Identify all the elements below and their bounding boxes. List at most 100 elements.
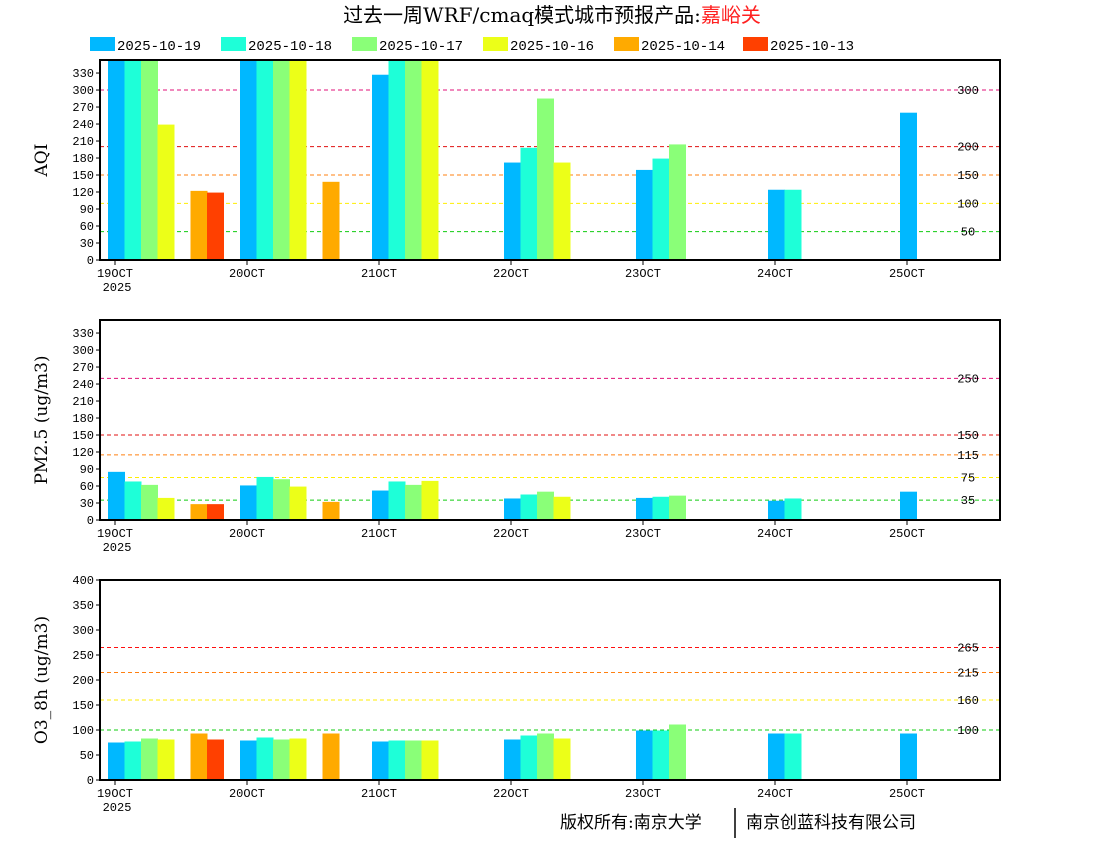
year-label: 2025 (103, 541, 132, 555)
bar (289, 486, 307, 520)
bar (768, 500, 785, 520)
bar (520, 494, 538, 520)
legend-label: 2025-10-14 (641, 39, 725, 55)
bar (141, 484, 158, 520)
x-tick-label: 22OCT (493, 787, 529, 801)
bar (537, 491, 554, 520)
bar (652, 496, 670, 520)
y-tick-label: 400 (72, 574, 94, 588)
bar (256, 60, 274, 260)
y-axis-label: AQI (32, 144, 52, 178)
y-tick-label: 120 (72, 186, 94, 200)
legend-label: 2025-10-19 (117, 39, 201, 55)
reference-label: 35 (961, 494, 975, 508)
panel-1: 250 150 115 75 35 0 30 60 90 120 150 180 210 240 270 30… (32, 319, 1001, 555)
y-tick-label: 30 (80, 237, 94, 251)
reference-label: 150 (957, 429, 979, 443)
bar (207, 739, 224, 780)
y-tick-label: 60 (80, 220, 94, 234)
bar (240, 60, 257, 260)
y-tick-label: 240 (72, 118, 94, 132)
x-tick-label: 20OCT (229, 787, 265, 801)
y-tick-label: 240 (72, 378, 94, 392)
y-tick-label: 90 (80, 203, 94, 217)
bar (388, 740, 406, 780)
bar (372, 741, 389, 780)
y-tick-label: 180 (72, 152, 94, 166)
y-tick-label: 300 (72, 84, 94, 98)
bar (190, 190, 208, 260)
title-text: 过去一周WRF/cmaq模式城市预报产品: (343, 3, 701, 27)
reference-label: 215 (957, 667, 979, 681)
bar (124, 741, 142, 780)
bar (520, 735, 538, 780)
bar (190, 733, 208, 780)
y-tick-label: 330 (72, 327, 94, 341)
reference-label: 100 (957, 197, 979, 211)
bar (207, 504, 224, 520)
bar (108, 742, 125, 780)
x-tick-label: 20OCT (229, 527, 265, 541)
y-tick-label: 250 (72, 649, 94, 663)
x-tick-label: 22OCT (493, 527, 529, 541)
y-tick-label: 100 (72, 724, 94, 738)
bar (504, 739, 521, 780)
bar (504, 162, 521, 260)
x-tick-label: 24OCT (757, 267, 793, 281)
bar (636, 497, 653, 520)
y-tick-label: 0 (87, 774, 94, 788)
plot-frame (99, 319, 1001, 521)
x-tick-label: 22OCT (493, 267, 529, 281)
bar (256, 737, 274, 780)
legend-label: 2025-10-13 (770, 39, 854, 55)
bar (190, 504, 208, 520)
legend-label: 2025-10-18 (248, 39, 332, 55)
bar (784, 189, 802, 260)
y-tick-label: 150 (72, 169, 94, 183)
y-tick-label: 350 (72, 599, 94, 613)
x-tick-label: 25OCT (889, 787, 925, 801)
bar (768, 733, 785, 780)
legend: 2025-10-19 2025-10-18 2025-10-17 2025-10-16… (90, 37, 854, 55)
bar (669, 724, 686, 780)
bar (240, 740, 257, 780)
panel-0: 300 200 150 100 50 0 30 60 90 120 150 180 210 240 270 3… (32, 59, 1001, 295)
footer-right: 南京创蓝科技有限公司 (746, 813, 916, 833)
reference-label: 265 (957, 642, 979, 656)
x-tick-label: 21OCT (361, 787, 397, 801)
bar (636, 169, 653, 260)
x-tick-label: 23OCT (625, 527, 661, 541)
bar (289, 738, 307, 780)
legend-swatch (90, 37, 115, 51)
y-tick-label: 150 (72, 699, 94, 713)
y-tick-label: 60 (80, 480, 94, 494)
bar (553, 162, 571, 260)
legend-label: 2025-10-16 (510, 39, 594, 55)
reference-label: 50 (961, 226, 975, 240)
y-tick-label: 30 (80, 497, 94, 511)
y-tick-label: 0 (87, 514, 94, 528)
bar (322, 181, 340, 260)
bar (108, 60, 125, 260)
bar (652, 730, 670, 780)
reference-label: 115 (957, 449, 979, 463)
bar (207, 192, 224, 260)
bar (900, 491, 917, 520)
chart-title: 过去一周WRF/cmaq模式城市预报产品:嘉峪关 (343, 3, 761, 27)
bar (372, 74, 389, 260)
y-axis-label: PM2.5 (ug/m3) (32, 355, 52, 484)
x-tick-label: 19OCT (97, 527, 133, 541)
bar (372, 490, 389, 520)
bar (768, 189, 785, 260)
legend-swatch (352, 37, 377, 51)
bar (784, 498, 802, 520)
bar (157, 739, 175, 780)
bar (784, 733, 802, 780)
x-tick-label: 20OCT (229, 267, 265, 281)
bar (537, 733, 554, 780)
y-tick-label: 180 (72, 412, 94, 426)
bar (553, 496, 571, 520)
bar (405, 484, 422, 520)
bar (273, 60, 290, 260)
